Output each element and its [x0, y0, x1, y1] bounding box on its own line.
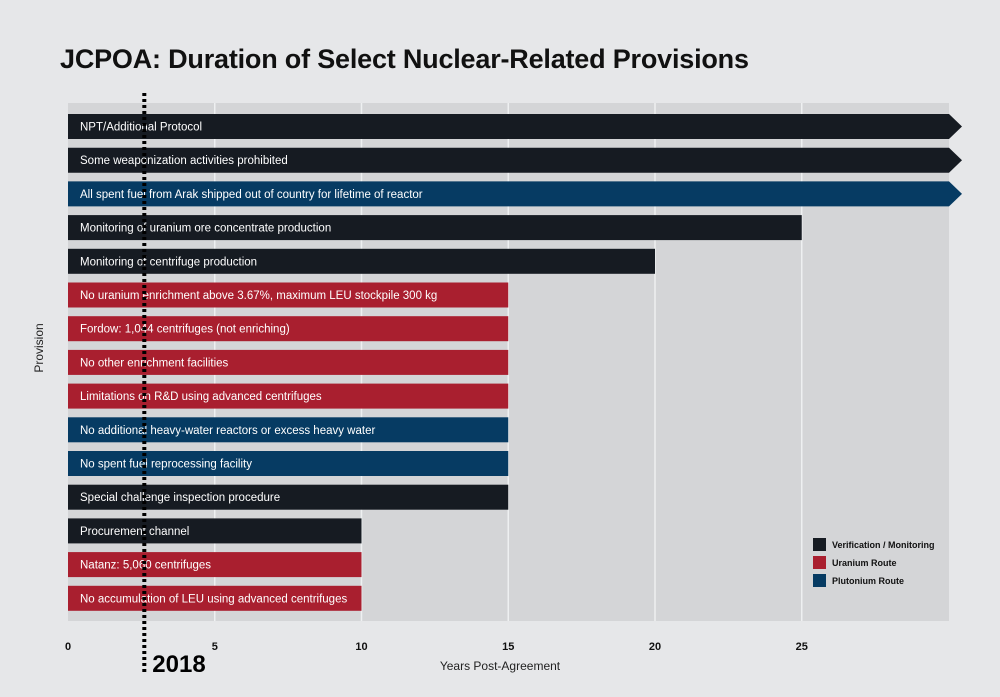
bar-label: Limitations on R&D using advanced centri…: [80, 391, 322, 403]
x-tick-label: 15: [502, 641, 514, 653]
bar-no-other-enrichment-facilities: [68, 349, 509, 375]
x-tick-label: 25: [796, 641, 808, 653]
x-tick-label: 10: [355, 641, 367, 653]
bar-label: No additional heavy-water reactors or ex…: [80, 425, 375, 437]
bar-npt-additional-protocol: [68, 114, 962, 139]
year-marker: 2018: [142, 93, 206, 678]
bar-label: Monitoring of centrifuge production: [80, 256, 257, 268]
bar-limitations-on-r-d-using-advanced-centrifuges: [68, 383, 509, 409]
bar-label: Fordow: 1,044 centrifuges (not enriching…: [80, 324, 290, 336]
legend-swatch-plutonium-route: [813, 574, 826, 587]
x-tick-label: 20: [649, 641, 661, 653]
bar-label: No other enrichment facilities: [80, 357, 229, 369]
legend-label: Plutonium Route: [832, 576, 904, 586]
legend-label: Verification / Monitoring: [832, 540, 935, 550]
bar-no-uranium-enrichment-above-3-67-maximum-leu-stockpile-300-kg: [68, 282, 509, 308]
bar-special-challenge-inspection-procedure: [68, 484, 509, 510]
bar-label: NPT/Additional Protocol: [80, 122, 202, 134]
bar-label: Special challenge inspection procedure: [80, 492, 280, 504]
bar-some-weaponization-activities-prohibited: [68, 147, 962, 173]
bar-no-additional-heavy-water-reactors-or-excess-heavy-water: [68, 417, 509, 443]
bar-label: Procurement channel: [80, 526, 189, 538]
x-axis: 0 5 10 15 20 25: [65, 641, 808, 653]
legend-swatch-verification-monitoring: [813, 538, 826, 551]
legend-label: Uranium Route: [832, 558, 897, 568]
bars: NPT/Additional Protocol Some weaponizatio…: [68, 114, 962, 611]
bar-label: Some weaponization activities prohibited: [80, 155, 288, 167]
chart-title: JCPOA: Duration of Select Nuclear-Relate…: [60, 44, 749, 74]
bar-fordow-1-044-centrifuges-not-enriching: [68, 316, 509, 342]
bar-monitoring-of-centrifuge-production: [68, 248, 655, 274]
bar-all-spent-fuel-from-arak-shipped-out-of-country-for-lifetime-of-reactor: [68, 181, 962, 207]
x-tick-label: 0: [65, 641, 71, 653]
bar-label: No spent fuel reprocessing facility: [80, 459, 252, 471]
bar-label: No accumulation of LEU using advanced ce…: [80, 593, 347, 605]
x-tick-label: 5: [212, 641, 218, 653]
y-axis-title: Provision: [32, 323, 46, 372]
x-axis-title: Years Post-Agreement: [440, 659, 561, 673]
bar-label: No uranium enrichment above 3.67%, maxim…: [80, 290, 437, 302]
bar-label: All spent fuel from Arak shipped out of …: [80, 189, 423, 201]
legend-swatch-uranium-route: [813, 556, 826, 569]
bar-monitoring-of-uranium-ore-concentrate-production: [68, 215, 802, 241]
bar-label: Natanz: 5,060 centrifuges: [80, 560, 211, 572]
bar-procurement-channel: [68, 518, 362, 544]
bar-natanz-5-060-centrifuges: [68, 552, 362, 578]
year-marker-label: 2018: [152, 651, 205, 678]
bar-no-accumulation-of-leu-using-advanced-centrifuges: [68, 585, 362, 611]
bar-no-spent-fuel-reprocessing-facility: [68, 451, 509, 476]
legend: Verification / Monitoring Uranium Route Pl…: [813, 538, 935, 587]
bar-label: Monitoring of uranium ore concentrate pr…: [80, 223, 331, 235]
